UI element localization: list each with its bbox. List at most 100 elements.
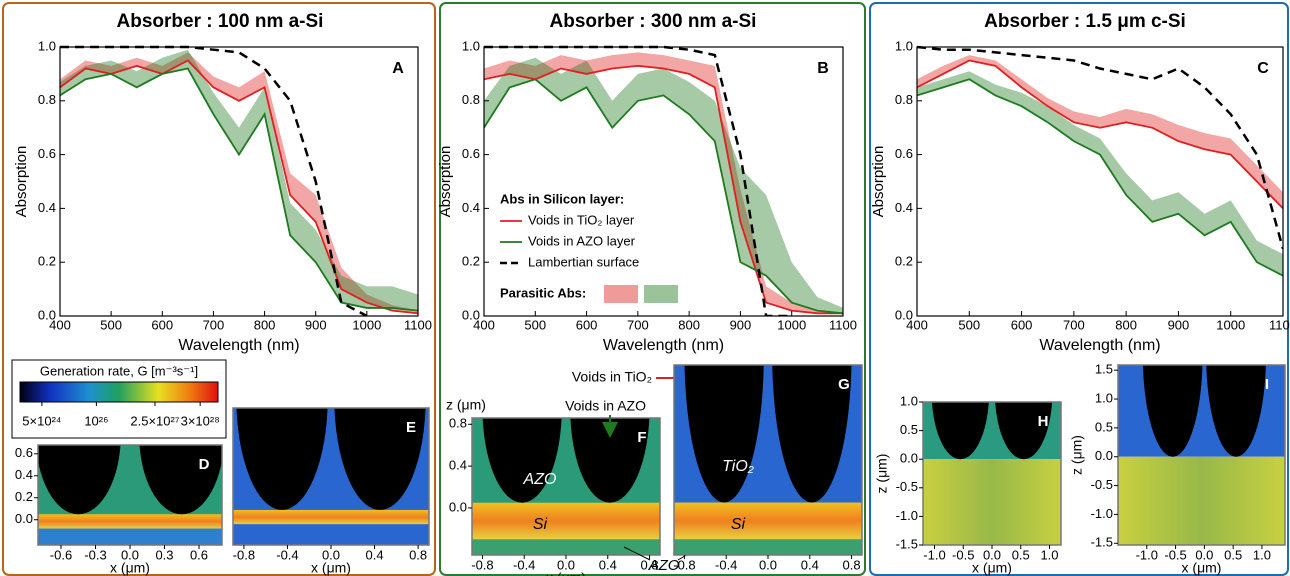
axes-frame <box>59 46 419 317</box>
x-tick-label: 900 <box>1168 317 1190 332</box>
x-tick-label: 600 <box>1011 317 1033 332</box>
colorbar-tick-label: 10²⁶ <box>84 413 108 428</box>
y-tick-label: 0.4 <box>462 200 480 215</box>
void <box>995 402 1053 460</box>
plot-area <box>484 45 843 316</box>
x-tick-label: 500 <box>524 317 546 332</box>
void <box>931 402 989 460</box>
legend-title: Abs in Silicon layer: <box>500 191 624 206</box>
y-axis-label: Absorption <box>870 146 887 218</box>
x-axis-label: Wavelength (nm) <box>603 337 724 354</box>
plot-area <box>60 45 418 316</box>
y-tick-label: 0.4 <box>38 200 56 215</box>
y-tick-label: 1.0 <box>462 38 480 53</box>
void <box>772 365 852 503</box>
x-axis-label: x (μm) <box>546 570 586 576</box>
x-tick-label: 800 <box>678 317 700 332</box>
y-tick-label: 0.8 <box>895 92 913 107</box>
x-tick-label: 1000 <box>777 317 806 332</box>
x-tick-label: 1100 <box>1269 317 1290 332</box>
x-tick-label: 0.8 <box>409 547 427 562</box>
y-tick-label: -1.0 <box>896 508 918 523</box>
x-tick-label: 1.0 <box>1253 547 1271 562</box>
x-tick-label: 1100 <box>829 317 857 332</box>
series-line <box>60 67 418 312</box>
x-tick-label: -0.8 <box>471 557 493 572</box>
y-tick-label: 0.6 <box>895 146 913 161</box>
panel-label: G <box>838 376 850 393</box>
x-tick-label: 600 <box>151 317 173 332</box>
x-tick-label: 900 <box>730 317 752 332</box>
colorbar-tick-label: 5×10²⁴ <box>22 413 61 428</box>
colorbar-title: Generation rate, G [m⁻³s⁻¹] <box>40 363 198 378</box>
x-tick-label: 0.6 <box>190 547 208 562</box>
colorbar-tick-label: 2.5×10²⁷ <box>130 413 179 428</box>
x-tick-label: -0.3 <box>84 547 106 562</box>
colorbar-tick-label: 3×10²⁸ <box>181 413 220 428</box>
x-tick-label: 0.0 <box>759 557 777 572</box>
absorber-layer <box>233 509 429 525</box>
x-tick-label: 0.8 <box>843 557 861 572</box>
x-tick-label: 400 <box>906 317 928 332</box>
void <box>1142 365 1203 457</box>
x-tick-label: 0.5 <box>1224 547 1242 562</box>
y-tick-label: 0.2 <box>895 254 913 269</box>
x-tick-label: 1100 <box>404 317 432 332</box>
panel-label: H <box>1038 413 1049 430</box>
y-tick-label: 1.0 <box>38 38 56 53</box>
field-map <box>38 445 222 545</box>
x-tick-label: 0.4 <box>366 547 384 562</box>
x-tick-label: 0.8 <box>641 557 659 572</box>
y-tick-label: 0.0 <box>900 451 918 466</box>
x-axis-label: x (μm) <box>1182 560 1222 576</box>
x-tick-label: -1.0 <box>923 547 945 562</box>
panel-frame <box>439 2 866 576</box>
y-tick-label: 0.5 <box>900 422 918 437</box>
note: Voids in AZO <box>565 398 646 414</box>
y-tick-label: 0.0 <box>38 307 56 322</box>
y-tick-label: 0.2 <box>15 489 33 504</box>
note: Voids in TiO₂ <box>572 369 652 385</box>
y-tick-label: 0.0 <box>462 307 480 322</box>
layer-label: AZO <box>523 471 557 488</box>
y-tick-label: -0.5 <box>1091 477 1113 492</box>
x-tick-label: -0.5 <box>952 547 974 562</box>
panel-label: I <box>1265 376 1269 393</box>
y-tick-label: 0.6 <box>15 445 33 460</box>
y-tick-label: -1.5 <box>1091 535 1113 550</box>
void <box>684 365 764 503</box>
x-tick-label: -0.4 <box>276 547 298 562</box>
void <box>236 408 328 510</box>
series-line <box>484 64 843 315</box>
y-tick-label: 0.4 <box>15 467 33 482</box>
x-axis-label: Wavelength (nm) <box>178 337 299 354</box>
parasitic-band <box>484 52 843 314</box>
panel-label: C <box>1257 60 1269 77</box>
x-tick-label: 0.4 <box>801 557 819 572</box>
chart-title: Absorber : 100 nm a-Si <box>117 11 324 32</box>
y-tick-label: 0.4 <box>895 200 913 215</box>
map-frame <box>1117 364 1286 546</box>
layer-label: Si <box>533 516 548 533</box>
x-tick-label: 1000 <box>352 317 381 332</box>
parasitic-band <box>484 57 843 314</box>
x-tick-label: 500 <box>958 317 980 332</box>
chart-title: Absorber : 1.5 μm c-Si <box>984 11 1186 32</box>
chart-title: Absorber : 300 nm a-Si <box>550 11 757 32</box>
y-axis-label: Absorption <box>437 146 454 218</box>
x-tick-label: 700 <box>1063 317 1085 332</box>
note-leader <box>623 546 651 561</box>
x-tick-label: -0.8 <box>233 547 255 562</box>
series-line <box>917 59 1283 210</box>
void <box>139 445 222 515</box>
y-tick-label: -0.5 <box>896 479 918 494</box>
layer-label: Si <box>731 516 746 533</box>
field-map <box>472 418 660 555</box>
axes-frame <box>916 46 1284 317</box>
absorber-layer <box>38 514 222 529</box>
series-line <box>60 59 418 315</box>
x-tick-label: -0.6 <box>50 547 72 562</box>
panel-label: A <box>392 60 404 77</box>
x-tick-label: -0.4 <box>715 557 737 572</box>
x-axis-label: x (μm) <box>110 560 150 576</box>
